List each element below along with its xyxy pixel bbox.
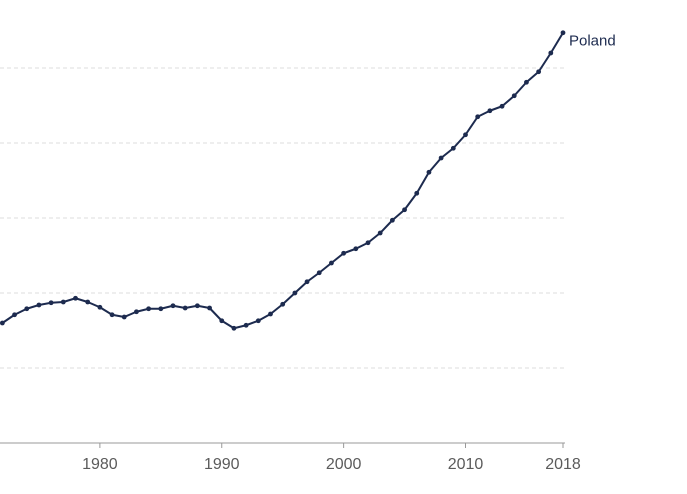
point [304,279,310,285]
series-label: Poland [569,33,616,50]
point [389,217,395,223]
point [85,299,91,305]
point [231,325,237,331]
point [219,318,225,324]
point [182,305,188,311]
point [414,190,420,196]
point [316,270,322,276]
point [475,114,481,120]
point [146,306,152,312]
x-tick-label: 2000 [326,456,362,473]
point [487,108,493,114]
x-tick-label: 2010 [448,456,484,473]
point [329,260,334,266]
point [0,320,5,326]
point [292,290,298,296]
point [194,303,200,309]
point [97,304,103,310]
point [158,306,164,312]
point [524,79,529,85]
point [243,322,249,328]
point [255,318,261,324]
point [109,312,115,318]
point [170,303,176,309]
point [48,300,54,306]
point [207,305,212,311]
point [341,250,347,256]
point [73,295,78,301]
point [12,312,17,318]
point [36,302,42,308]
x-tick-label: 1980 [82,456,118,473]
point [365,240,371,246]
point [268,311,273,317]
point [24,306,30,312]
point [548,50,554,56]
point [134,309,139,315]
point [60,299,66,305]
x-tick-label: 1990 [204,456,240,473]
point [280,301,286,307]
point [438,155,444,161]
point [377,230,383,236]
line [1,32,564,330]
point [560,30,566,36]
x-tick-label: 2018 [545,456,581,473]
point [450,145,456,151]
point [463,132,468,138]
point [402,207,407,213]
point [121,314,127,320]
point [511,93,517,99]
point [353,246,359,252]
point [499,103,505,109]
point [536,69,542,75]
point [426,169,432,175]
